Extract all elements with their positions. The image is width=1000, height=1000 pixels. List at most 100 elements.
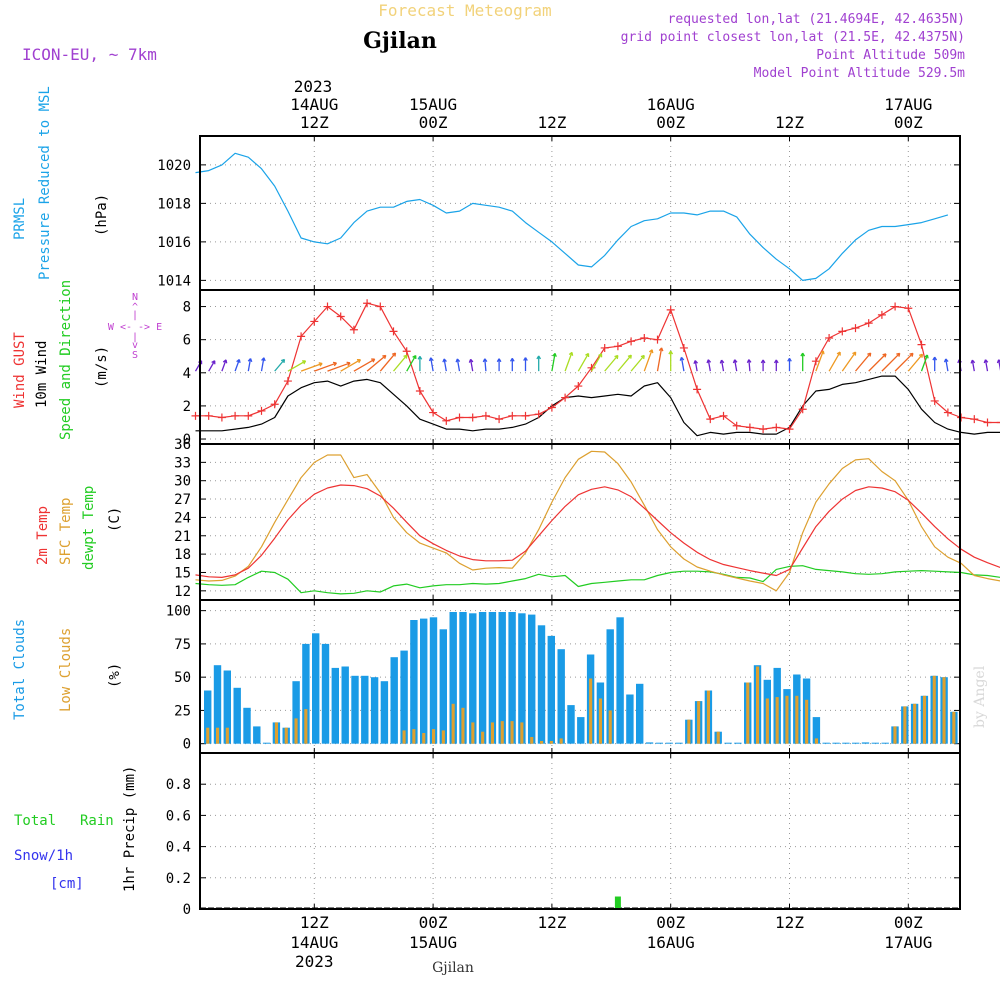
wind-arrowhead [679,356,685,361]
total-cloud-bar [223,670,231,744]
gust-marker [679,343,688,352]
low-cloud-bar [422,733,426,744]
total-cloud-bar [724,742,732,744]
gust-marker [864,319,873,328]
low-cloud-bar [893,726,897,744]
total-cloud-bar [410,620,418,744]
gust-marker [877,310,886,319]
gust-marker [204,411,213,420]
wind10m-line [195,375,1000,437]
wind-arrowhead [983,359,989,364]
wind-arrow [828,351,841,372]
wind-arrowhead [509,358,515,362]
low-cloud-bar [412,729,416,744]
low-cloud-bar [746,682,750,744]
low-cloud-bar [530,737,534,744]
wind-arrowhead [247,358,253,363]
wind-ytick-label: 8 [183,300,191,316]
precip-ytick-label: 0 [183,902,191,918]
low-cloud-bar [913,703,917,744]
wind-arrowhead [746,359,752,364]
wind-arrowhead [852,351,857,356]
total-cloud-bar [370,677,379,744]
pressure-label-unit: (hPa) [94,194,110,236]
gust-marker [719,411,728,420]
wind-arrowhead [693,360,699,365]
gust-marker [349,325,358,334]
gust-marker [706,415,715,424]
low-cloud-bar [461,707,465,744]
low-cloud-bar [510,721,514,744]
total-cloud-bar [567,705,575,744]
compass-down-bar: | [132,332,138,343]
low-cloud-bar [432,729,436,744]
wind-arrowhead [318,362,323,367]
wind-label-10m: 10m Wind [34,341,50,408]
wind-panel: 0 2 4 6 8 [183,289,1000,448]
total-cloud-bar [380,681,389,744]
wind-arrowhead [918,353,924,358]
gust-marker [521,411,530,420]
low-cloud-bar [716,731,720,744]
low-cloud-bar [559,738,563,744]
low-cloud-bar [756,666,760,744]
wind-arrowhead [970,359,976,364]
total-cloud-bar [734,742,742,744]
total-cloud-bar [459,612,467,744]
low-cloud-bar [216,727,220,744]
total-cloud-bar [645,742,654,744]
total-cloud-bar [351,675,359,744]
compass-n: N [132,292,138,303]
low-cloud-bar [284,727,288,744]
clouds-ytick-label: 50 [174,670,191,686]
top-axis-date: 17AUG [884,95,932,114]
clouds-ytick-label: 0 [183,737,191,753]
gust-marker [930,396,939,405]
gust-marker [943,408,952,417]
total-cloud-bar [508,612,516,744]
temp-ytick-label: 27 [174,492,191,508]
total-cloud-bar [577,717,585,744]
wind-arrow [406,355,417,372]
total-cloud-bar [498,612,506,744]
bottom-axis-hour: 00Z [656,913,685,932]
low-cloud-bar [294,718,298,744]
precip-ytick-label: 0.6 [166,808,191,824]
low-cloud-bar [549,741,553,744]
low-cloud-bar [598,698,602,744]
gust-marker [455,413,464,422]
wind-arrow [456,358,461,372]
gust-marker [904,304,913,313]
wind-arrowhead [943,358,949,363]
wind-arrowhead [614,354,619,360]
wind-arrow [274,359,285,372]
wind-arrowhead [648,349,654,354]
watermark: by Angel [972,665,988,728]
temp-panel: 12 15 18 21 24 27 30 33 36 [174,437,1000,601]
top-axis-hour: 00Z [894,113,923,132]
wind-arrowhead [719,359,725,364]
total-cloud-bar [626,694,634,744]
wind-label-gust: Wind GUST [12,332,28,408]
dewpt-line [195,565,1000,595]
gust-marker [983,418,992,427]
low-cloud-bar [471,722,475,744]
wind-label-unit: (m/s) [94,346,110,388]
wind-arrowhead [391,352,397,357]
wind-arrow [577,353,590,372]
gust-marker [640,334,649,343]
bottom-axis-date: 15AUG [409,933,457,952]
wind-arrow [841,351,857,372]
gust-marker [772,423,781,432]
wind-ytick-label: 2 [183,399,191,415]
wind-arrowhead [455,358,461,363]
top-year: 2023 [294,77,333,96]
total-cloud-bar [518,613,526,744]
gust-marker [653,335,662,344]
total-cloud-bar [439,629,447,744]
total-cloud-bar [204,690,212,744]
top-axis-date: 14AUG [290,95,338,114]
pressure-ytick-label: 1018 [157,196,191,212]
bottom-axis-hour: 00Z [419,913,448,932]
